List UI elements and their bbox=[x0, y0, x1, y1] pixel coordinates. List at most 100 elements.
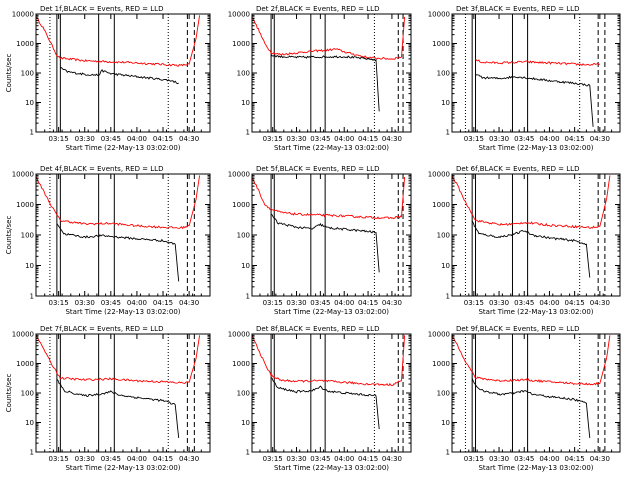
panel-title: Det 9f,BLACK = Events, RED = LLD bbox=[456, 325, 579, 333]
x-tick-label: 04:15 bbox=[153, 455, 173, 463]
x-axis-label: Start Time (22-May-13 03:02:00) bbox=[65, 144, 180, 152]
panel-7: Det 7f,BLACK = Events, RED = LLD 1 10 100 10… bbox=[5, 325, 211, 472]
y-tick-label: 10000 bbox=[428, 331, 450, 339]
y-tick-label: 100 bbox=[237, 232, 250, 240]
y-axis-label: Counts/sec bbox=[5, 216, 13, 255]
x-tick-label: 04:15 bbox=[565, 455, 585, 463]
x-tick-label: 03:45 bbox=[101, 455, 121, 463]
x-tick-label: 04:30 bbox=[590, 299, 610, 307]
y-tick-label: 10000 bbox=[228, 331, 250, 339]
x-tick-label: 03:15 bbox=[49, 299, 69, 307]
panel-6: Det 6f,BLACK = Events, RED = LLD 1 10 100 10… bbox=[428, 165, 621, 316]
y-tick-label: 1000 bbox=[16, 201, 34, 209]
series-lld-line bbox=[451, 334, 611, 386]
x-tick-label: 03:15 bbox=[49, 455, 69, 463]
y-tick-label: 1 bbox=[446, 293, 450, 301]
x-tick-label: 04:00 bbox=[539, 299, 559, 307]
y-tick-label: 1000 bbox=[232, 360, 250, 368]
x-axis-label: Start Time (22-May-13 03:02:00) bbox=[274, 144, 389, 152]
y-tick-label: 1 bbox=[30, 129, 34, 137]
x-tick-label: 03:30 bbox=[489, 299, 509, 307]
plot-frame bbox=[451, 333, 621, 453]
y-tick-label: 1000 bbox=[16, 360, 34, 368]
y-tick-label: 1000 bbox=[432, 360, 450, 368]
panel-3: Det 3f,BLACK = Events, RED = LLD 1 10 100 10… bbox=[428, 5, 621, 152]
x-tick-label: 04:30 bbox=[179, 135, 199, 143]
y-tick-label: 100 bbox=[437, 70, 450, 78]
y-tick-label: 100 bbox=[237, 70, 250, 78]
y-tick-label: 1000 bbox=[232, 201, 250, 209]
y-tick-label: 10000 bbox=[428, 11, 450, 19]
series-events-line bbox=[56, 223, 180, 282]
y-tick-label: 10000 bbox=[428, 171, 450, 179]
x-axis-label: Start Time (22-May-13 03:02:00) bbox=[65, 464, 180, 472]
x-tick-label: 03:15 bbox=[464, 455, 484, 463]
y-tick-label: 1000 bbox=[432, 40, 450, 48]
x-tick-label: 03:30 bbox=[75, 135, 95, 143]
plot-frame bbox=[251, 333, 412, 453]
y-tick-label: 1 bbox=[30, 449, 34, 457]
x-tick-label: 03:45 bbox=[310, 455, 330, 463]
series-events-line bbox=[270, 377, 380, 430]
x-tick-label: 04:30 bbox=[382, 135, 402, 143]
y-tick-label: 1 bbox=[30, 293, 34, 301]
plot-frame bbox=[35, 333, 211, 453]
plot-frame bbox=[451, 13, 621, 133]
x-tick-label: 03:30 bbox=[286, 455, 306, 463]
x-tick-label: 03:45 bbox=[514, 455, 534, 463]
x-tick-label: 04:15 bbox=[565, 299, 585, 307]
series-events-line bbox=[270, 54, 380, 112]
x-tick-label: 03:15 bbox=[263, 299, 283, 307]
y-tick-label: 10 bbox=[241, 262, 250, 270]
y-tick-label: 10 bbox=[241, 99, 250, 107]
y-tick-label: 1 bbox=[246, 449, 250, 457]
y-tick-label: 10 bbox=[241, 419, 250, 427]
series-lld-line bbox=[451, 174, 611, 229]
panel-title: Det 2f,BLACK = Events, RED = LLD bbox=[256, 5, 379, 13]
panel-title: Det 8f,BLACK = Events, RED = LLD bbox=[256, 325, 379, 333]
panel-title: Det 6f,BLACK = Events, RED = LLD bbox=[456, 165, 579, 173]
panel-8: Det 8f,BLACK = Events, RED = LLD 1 10 100 10… bbox=[228, 325, 412, 472]
x-tick-label: 03:45 bbox=[101, 299, 121, 307]
x-tick-label: 03:15 bbox=[464, 135, 484, 143]
y-tick-label: 100 bbox=[21, 70, 34, 78]
y-tick-label: 1 bbox=[246, 293, 250, 301]
panel-title: Det 4f,BLACK = Events, RED = LLD bbox=[40, 165, 163, 173]
x-tick-label: 04:00 bbox=[334, 135, 354, 143]
series-events-line bbox=[60, 67, 179, 85]
y-tick-label: 1 bbox=[446, 129, 450, 137]
x-tick-label: 04:00 bbox=[127, 299, 147, 307]
y-tick-label: 10 bbox=[25, 262, 34, 270]
series-lld-line bbox=[35, 175, 201, 230]
x-tick-label: 03:15 bbox=[263, 455, 283, 463]
x-tick-label: 04:15 bbox=[358, 299, 378, 307]
series-lld-line bbox=[35, 15, 201, 67]
panel-2: Det 2f,BLACK = Events, RED = LLD 1 10 100 10… bbox=[228, 5, 412, 152]
x-tick-label: 04:00 bbox=[334, 455, 354, 463]
panel-1: Det 1f,BLACK = Events, RED = LLD 1 10 100 10… bbox=[5, 5, 211, 152]
y-tick-label: 10000 bbox=[228, 11, 250, 19]
x-tick-label: 04:15 bbox=[565, 135, 585, 143]
y-tick-label: 1000 bbox=[432, 201, 450, 209]
x-tick-label: 03:15 bbox=[464, 299, 484, 307]
x-tick-label: 04:00 bbox=[127, 135, 147, 143]
y-axis-label: Counts/sec bbox=[5, 54, 13, 93]
panel-title: Det 7f,BLACK = Events, RED = LLD bbox=[40, 325, 163, 333]
y-tick-label: 10000 bbox=[12, 11, 34, 19]
x-tick-label: 03:45 bbox=[310, 299, 330, 307]
y-tick-label: 10 bbox=[441, 99, 450, 107]
y-tick-label: 1 bbox=[446, 449, 450, 457]
y-tick-label: 100 bbox=[437, 232, 450, 240]
x-tick-label: 03:45 bbox=[514, 135, 534, 143]
y-tick-label: 10 bbox=[441, 262, 450, 270]
series-lld-line bbox=[251, 16, 406, 60]
y-axis-label: Counts/sec bbox=[5, 374, 13, 413]
x-tick-label: 04:30 bbox=[590, 135, 610, 143]
x-tick-label: 03:30 bbox=[286, 135, 306, 143]
y-tick-label: 10000 bbox=[228, 171, 250, 179]
series-lld-line bbox=[35, 335, 201, 385]
y-tick-label: 1 bbox=[246, 129, 250, 137]
x-tick-label: 03:45 bbox=[310, 135, 330, 143]
y-tick-label: 100 bbox=[21, 232, 34, 240]
